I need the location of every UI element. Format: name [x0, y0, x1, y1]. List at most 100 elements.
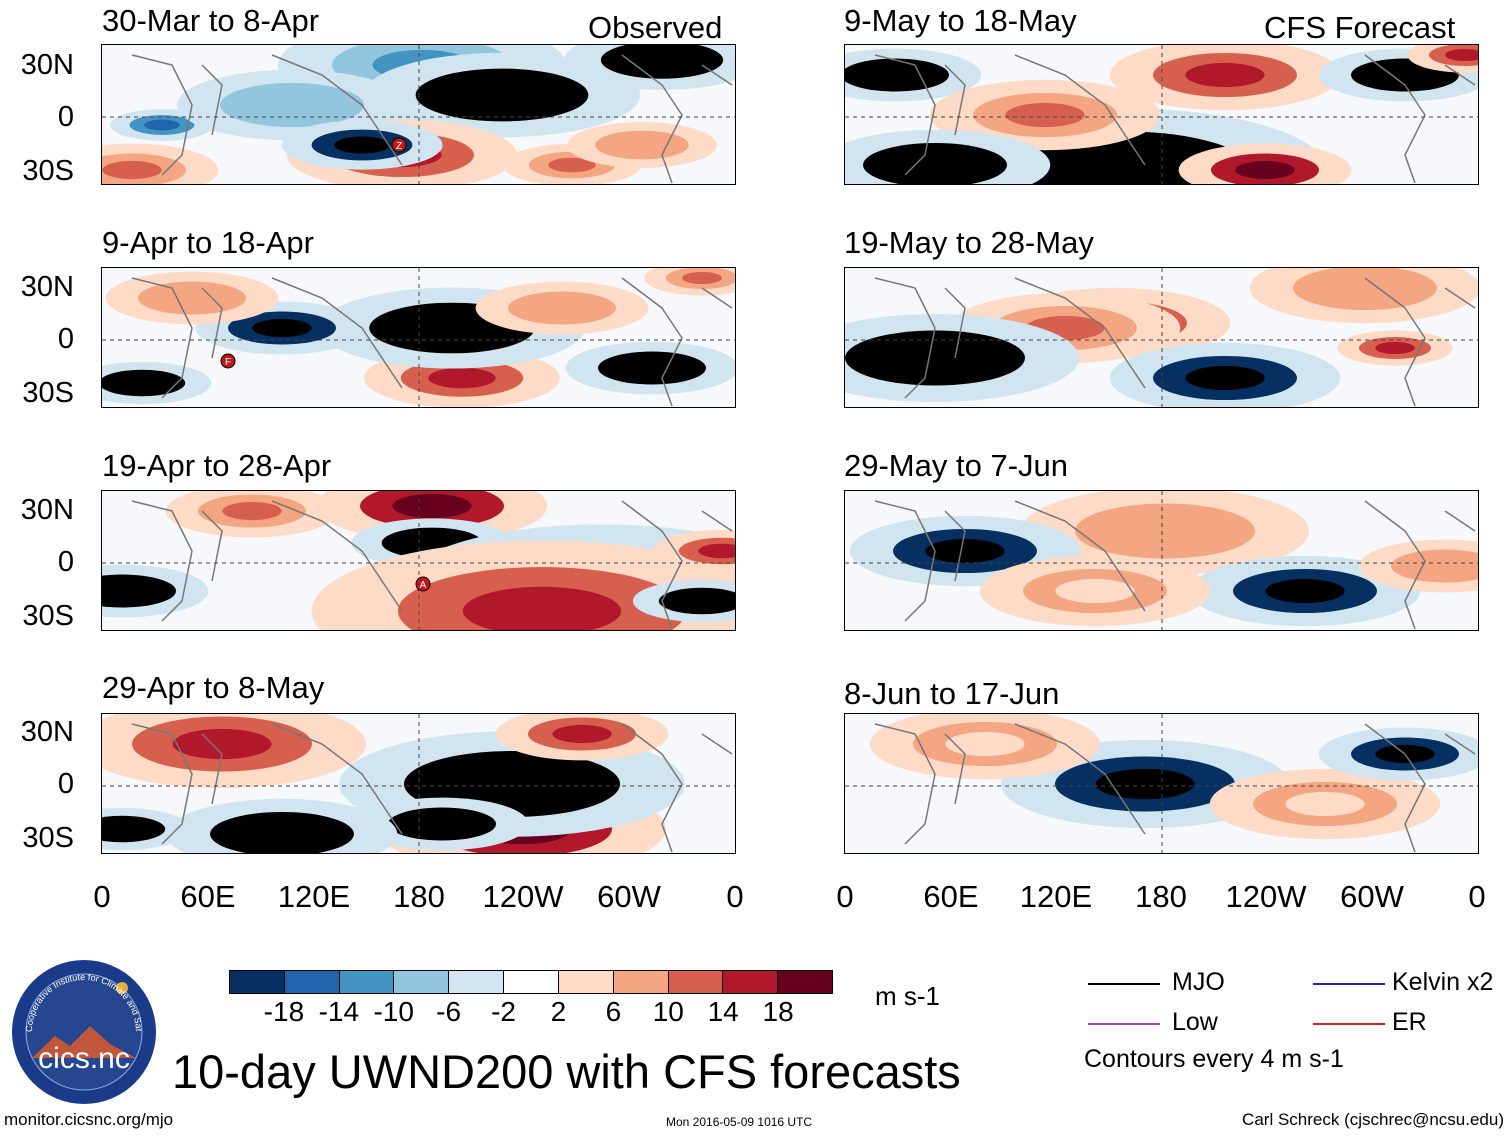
- map-canvas: [102, 714, 735, 853]
- colorbar-tick-label: 2: [550, 996, 567, 1027]
- legend-er-line: [1313, 1023, 1385, 1025]
- lat-label-30s-3: 30S: [22, 600, 74, 632]
- anomaly-blob: [172, 728, 272, 760]
- anomaly-blob: [885, 342, 985, 374]
- logo-text: cics.nc: [38, 1042, 130, 1075]
- lon-label-left-60w: 60W: [597, 879, 661, 914]
- anomaly-blob: [628, 49, 696, 71]
- anomaly-blob: [144, 119, 180, 131]
- colorbar-swatch: [449, 971, 505, 993]
- map-canvas: [845, 45, 1478, 184]
- legend-low-line: [1088, 1023, 1160, 1025]
- anomaly-blob: [454, 80, 550, 110]
- coastlines: [131, 723, 733, 853]
- anomaly-blob: [1415, 556, 1475, 576]
- storm-marker: [220, 353, 236, 369]
- anomaly-blob: [1325, 275, 1405, 301]
- map-canvas: F: [102, 268, 735, 407]
- colorbar-tick-label: -18: [263, 996, 305, 1027]
- lat-label-30n-4: 30N: [20, 716, 74, 748]
- colorbar-tick-label: -14: [318, 996, 360, 1027]
- anomaly-blob: [865, 65, 925, 85]
- colorbar-swatch: [284, 971, 340, 993]
- map-panel-fcst-2: [844, 267, 1479, 408]
- anomaly-blob: [102, 821, 146, 837]
- colorbar-tick-label: 18: [762, 996, 794, 1027]
- storm-marker-label: F: [225, 357, 231, 368]
- legend-kelvin: Kelvin x2: [1392, 968, 1494, 996]
- anomaly-blob: [1055, 148, 1195, 184]
- lat-label-30n-2: 30N: [20, 271, 74, 303]
- map-panel-obs-4: [101, 713, 736, 854]
- lon-label-left-60e: 60E: [180, 879, 236, 914]
- anomaly-blob: [1055, 578, 1135, 604]
- footer-url[interactable]: monitor.cicsnc.org/mjo: [4, 1110, 174, 1129]
- anomaly-blob: [1185, 365, 1265, 391]
- map-canvas: A: [102, 491, 735, 630]
- lat-label-30n-3: 30N: [20, 494, 74, 526]
- anomaly-blob: [1285, 791, 1365, 817]
- panel-title-obs-3: 19-Apr to 28-Apr: [102, 448, 332, 483]
- anomaly-blob: [1115, 515, 1215, 547]
- anomaly-blob: [548, 157, 596, 173]
- anomaly-blob: [895, 152, 975, 178]
- lat-label-30n-1: 30N: [20, 49, 74, 81]
- lat-label-eq-4: 0: [57, 768, 74, 800]
- anomaly-blob: [925, 538, 1005, 564]
- coastlines: [874, 500, 1476, 630]
- lon-label-right-120w: 120W: [1225, 879, 1307, 914]
- anomaly-blob: [452, 765, 572, 803]
- lon-label-right-180: 180: [1135, 879, 1187, 914]
- anomaly-blob: [1375, 65, 1435, 85]
- anomaly-blob: [1445, 48, 1478, 62]
- lat-label-30s-4: 30S: [22, 822, 74, 854]
- lat-label-eq-3: 0: [57, 546, 74, 578]
- anomaly-blob: [616, 137, 668, 153]
- storm-marker: [415, 576, 431, 592]
- map-panel-fcst-1: [844, 44, 1479, 185]
- colorbar: [229, 970, 833, 994]
- anomaly-blob: [102, 581, 152, 601]
- colorbar-swatch: [778, 971, 832, 993]
- lat-label-eq-1: 0: [57, 101, 74, 133]
- map-canvas: [845, 491, 1478, 630]
- anomaly-blob: [428, 367, 496, 389]
- anomaly-blob: [1095, 768, 1195, 800]
- map-panel-obs-3: A: [101, 490, 736, 631]
- anomaly-blob: [222, 501, 282, 521]
- lat-label-30s-2: 30S: [22, 377, 74, 409]
- lat-label-30s-1: 30S: [22, 155, 74, 187]
- lon-label-right-60e: 60E: [923, 879, 979, 914]
- anomaly-blob: [945, 731, 1025, 757]
- lon-label-left-120e: 120E: [277, 879, 351, 914]
- anomaly-blob: [392, 493, 472, 519]
- anomaly-blob: [118, 375, 166, 391]
- storm-marker-label: A: [420, 580, 427, 591]
- map-canvas: [845, 714, 1478, 853]
- colorbar-swatch: [558, 971, 614, 993]
- anomaly-blob: [1375, 341, 1415, 355]
- footer-timestamp: Mon 2016-05-09 1016 UTC: [666, 1115, 813, 1129]
- lon-label-right-120e: 120E: [1019, 879, 1093, 914]
- coastlines: [874, 54, 1476, 184]
- panel-title-obs-1: 30-Mar to 8-Apr: [102, 3, 320, 38]
- coastlines: [874, 277, 1476, 407]
- legend-kelvin-line: [1313, 983, 1385, 985]
- lon-label-left-0b: 0: [726, 879, 744, 914]
- lon-label-right-0: 0: [836, 879, 854, 914]
- colorbar-tick-label: -2: [491, 996, 516, 1027]
- panel-title-fcst-1: 9-May to 18-May: [844, 3, 1077, 38]
- colorbar-swatch: [723, 971, 779, 993]
- lon-label-left-120w: 120W: [482, 879, 564, 914]
- panel-title-obs-4: 29-Apr to 8-May: [102, 670, 325, 705]
- colorbar-units: m s-1: [875, 981, 940, 1011]
- anomaly-blob: [102, 160, 162, 180]
- lon-label-right-0b: 0: [1468, 879, 1486, 914]
- contour-note: Contours every 4 m s-1: [1084, 1045, 1344, 1073]
- forecast-label: CFS Forecast: [1264, 10, 1456, 45]
- lon-label-left-180: 180: [393, 879, 445, 914]
- panel-title-fcst-4: 8-Jun to 17-Jun: [844, 676, 1060, 711]
- colorbar-tick-label: 14: [707, 996, 739, 1027]
- map-panel-fcst-4: [844, 713, 1479, 854]
- map-panel-obs-2: F: [101, 267, 736, 408]
